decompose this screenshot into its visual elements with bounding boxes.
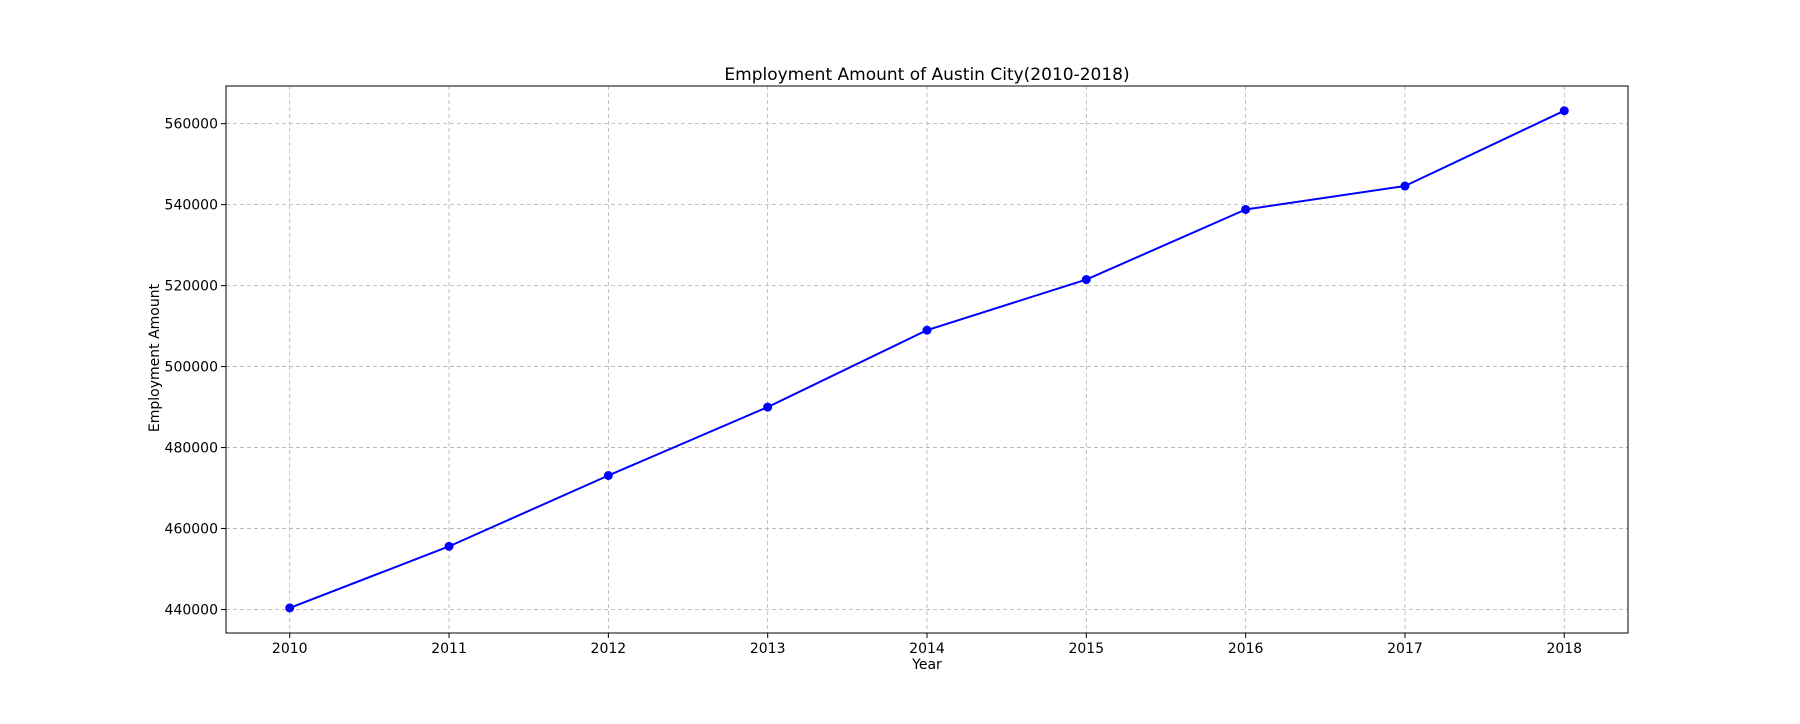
- ticks: 2010 2011 2012 2013 2014 2015 2016 2017 2018 4400…: [165, 117, 1583, 657]
- grid: [226, 86, 1628, 633]
- data-point-2016: [1241, 204, 1251, 214]
- y-tick-label: 500000: [165, 360, 218, 376]
- data-point-2014: [922, 325, 932, 335]
- x-tick-label: 2011: [431, 641, 467, 657]
- x-tick-label: 2012: [591, 641, 627, 657]
- x-tick-label: 2013: [750, 641, 786, 657]
- chart-title: Employment Amount of Austin City(2010-20…: [724, 65, 1129, 85]
- y-tick-label: 460000: [165, 522, 218, 538]
- x-tick-label: 2014: [909, 641, 945, 657]
- data-point-2017: [1400, 181, 1410, 191]
- data-point-2010: [285, 603, 295, 613]
- x-tick-label: 2017: [1387, 641, 1423, 657]
- y-tick-label: 540000: [165, 198, 218, 214]
- x-axis-label: Year: [911, 657, 942, 673]
- y-tick-label: 560000: [165, 117, 218, 133]
- y-tick-label: 440000: [165, 603, 218, 619]
- data-point-2011: [444, 541, 454, 551]
- series-group: [285, 106, 1569, 613]
- x-tick-label: 2010: [272, 641, 308, 657]
- y-tick-label: 520000: [165, 279, 218, 295]
- x-tick-label: 2015: [1068, 641, 1104, 657]
- y-tick-label: 480000: [165, 441, 218, 457]
- data-point-2012: [603, 470, 613, 480]
- data-point-2013: [763, 402, 773, 412]
- x-tick-label: 2016: [1228, 641, 1264, 657]
- data-point-2018: [1559, 106, 1569, 116]
- x-tick-label: 2018: [1546, 641, 1582, 657]
- y-axis-label: Employment Amount: [147, 283, 163, 432]
- data-point-2015: [1081, 275, 1091, 285]
